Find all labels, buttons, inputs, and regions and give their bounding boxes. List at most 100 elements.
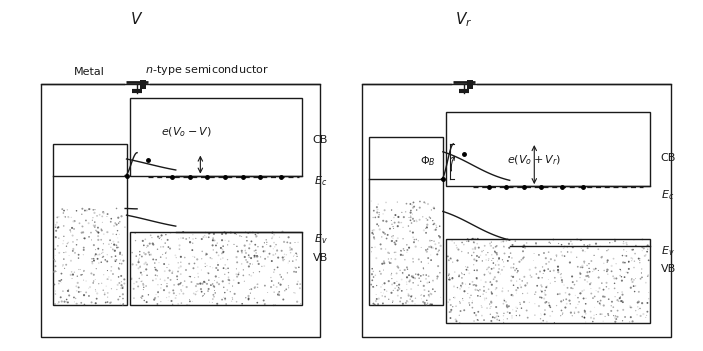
Point [84, 206, 95, 212]
Point [623, 259, 634, 265]
Point [155, 285, 167, 291]
Point [602, 259, 613, 265]
Point [434, 270, 446, 276]
Point [205, 282, 217, 288]
Point [288, 290, 299, 296]
Point [259, 263, 270, 269]
Point [283, 260, 294, 266]
Point [565, 239, 576, 244]
Point [206, 256, 217, 261]
Point [609, 280, 620, 286]
Point [517, 249, 529, 254]
Point [373, 201, 384, 207]
Point [174, 291, 185, 297]
Point [552, 291, 563, 297]
Point [641, 312, 652, 318]
Point [86, 256, 98, 261]
Point [231, 254, 242, 260]
Point [100, 257, 111, 263]
Point [282, 240, 293, 245]
Point [383, 259, 394, 265]
Point [596, 254, 607, 260]
Point [586, 315, 597, 320]
Point [452, 285, 463, 290]
Point [467, 300, 478, 306]
Point [239, 243, 250, 249]
Point [76, 211, 87, 217]
Point [203, 277, 214, 283]
Point [129, 230, 141, 236]
Point [386, 290, 397, 296]
Point [381, 236, 392, 241]
Point [84, 234, 95, 240]
Point [192, 281, 203, 287]
Point [387, 236, 399, 241]
Point [510, 304, 522, 310]
Point [418, 272, 429, 278]
Point [274, 234, 285, 240]
Point [400, 209, 411, 214]
Point [534, 294, 546, 300]
Point [98, 241, 109, 246]
Point [572, 264, 583, 270]
Point [246, 239, 257, 244]
Point [469, 257, 480, 262]
Point [188, 291, 200, 296]
Point [512, 268, 524, 274]
Point [642, 309, 653, 314]
Point [272, 265, 283, 270]
Point [538, 296, 550, 302]
Point [51, 269, 62, 274]
Point [245, 261, 256, 267]
Point [78, 268, 89, 274]
Point [619, 314, 631, 320]
Point [598, 287, 609, 292]
Point [432, 252, 443, 257]
Point [112, 245, 124, 250]
Point [529, 291, 541, 297]
Point [219, 262, 231, 268]
Point [135, 270, 146, 276]
Point [192, 288, 203, 294]
Point [629, 289, 640, 294]
Point [252, 254, 263, 260]
Point [496, 289, 508, 294]
Point [633, 306, 644, 312]
Point [153, 290, 164, 295]
Point [117, 285, 128, 291]
Point [199, 233, 210, 238]
Point [204, 299, 215, 305]
Point [397, 225, 408, 230]
Point [290, 251, 302, 256]
Point [136, 279, 147, 284]
Point [97, 247, 108, 253]
Point [638, 311, 649, 317]
Point [200, 261, 211, 266]
Point [73, 289, 84, 295]
Point [226, 294, 238, 300]
Point [507, 307, 518, 313]
Point [401, 282, 413, 287]
Point [72, 273, 83, 279]
Point [91, 291, 103, 296]
Point [421, 298, 432, 303]
Point [484, 271, 496, 276]
Point [236, 248, 247, 253]
Point [96, 280, 108, 286]
Point [250, 242, 261, 247]
Point [447, 276, 458, 281]
Text: $E_c$: $E_c$ [314, 174, 328, 188]
Point [67, 233, 78, 238]
Point [449, 295, 460, 300]
Point [621, 242, 633, 247]
Point [153, 289, 164, 294]
Point [77, 224, 89, 229]
Point [413, 272, 424, 277]
Point [250, 232, 261, 237]
Point [430, 289, 441, 294]
Point [249, 285, 260, 291]
Point [401, 298, 413, 304]
Point [605, 303, 617, 309]
Point [259, 240, 270, 246]
Point [273, 292, 285, 298]
